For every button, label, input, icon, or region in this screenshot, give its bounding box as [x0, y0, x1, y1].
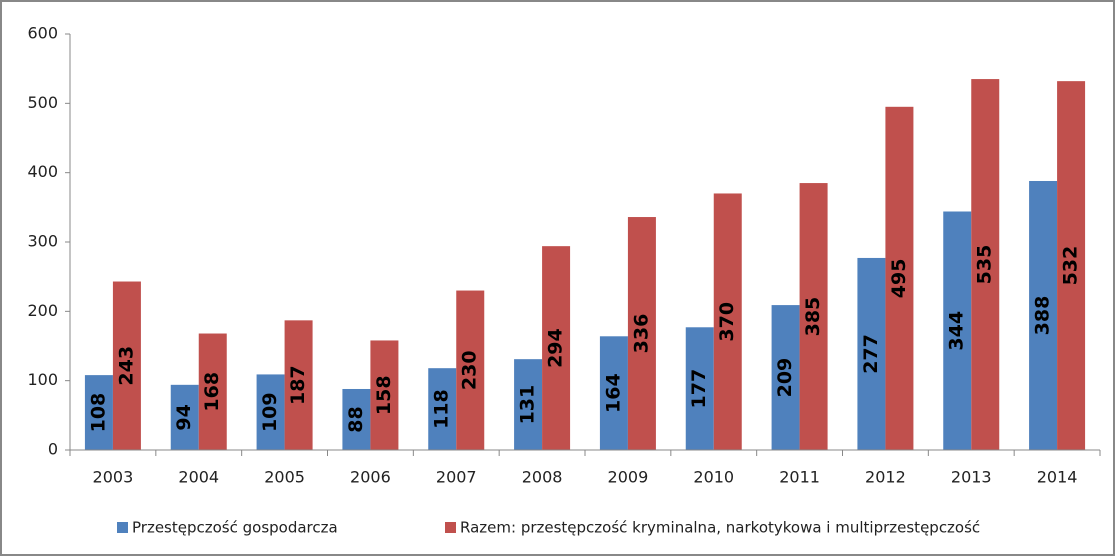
x-tick-label: 2011 — [779, 468, 820, 487]
data-label: 294 — [545, 328, 567, 368]
y-tick-label: 400 — [27, 162, 58, 181]
x-tick-label: 2009 — [608, 468, 649, 487]
bar — [885, 106, 914, 451]
x-tick-label: 2014 — [1037, 468, 1078, 487]
data-label: 230 — [459, 350, 481, 390]
x-tick-label: 2004 — [178, 468, 219, 487]
x-tick-label: 2010 — [693, 468, 734, 487]
data-label: 277 — [860, 334, 882, 374]
bar — [1029, 180, 1058, 450]
legend-swatch — [445, 522, 456, 533]
bar — [428, 368, 457, 450]
bar — [685, 327, 714, 450]
bar — [799, 183, 828, 451]
y-tick-label: 100 — [27, 370, 58, 389]
data-label: 388 — [1032, 296, 1054, 336]
bar — [1057, 81, 1086, 450]
data-label: 118 — [431, 389, 453, 429]
bar — [627, 217, 656, 450]
data-label: 336 — [630, 314, 652, 354]
bar — [256, 374, 285, 450]
data-label: 88 — [345, 406, 367, 432]
bar — [370, 340, 399, 450]
data-label: 535 — [974, 245, 996, 285]
data-label: 187 — [287, 365, 309, 405]
y-tick-label: 0 — [48, 440, 58, 459]
bar — [542, 246, 571, 450]
data-label: 108 — [87, 393, 109, 433]
data-label: 209 — [774, 358, 796, 398]
bar — [971, 79, 1000, 451]
data-label: 131 — [517, 385, 539, 425]
data-label: 109 — [259, 392, 281, 432]
bar — [84, 375, 113, 450]
x-tick-label: 2008 — [522, 468, 563, 487]
x-tick-label: 2013 — [951, 468, 992, 487]
bar — [857, 257, 886, 450]
data-label: 94 — [173, 404, 195, 430]
bar — [514, 359, 543, 450]
bar — [713, 193, 742, 450]
bar — [170, 384, 199, 450]
y-tick-label: 600 — [27, 24, 58, 43]
legend-swatch — [117, 522, 128, 533]
y-tick-label: 200 — [27, 301, 58, 320]
bar — [198, 333, 227, 450]
x-tick-label: 2007 — [436, 468, 477, 487]
data-label: 385 — [802, 297, 824, 337]
x-tick-label: 2006 — [350, 468, 391, 487]
data-label: 168 — [201, 372, 223, 412]
y-tick-label: 300 — [27, 232, 58, 251]
data-label: 344 — [946, 311, 968, 351]
data-label: 532 — [1060, 246, 1082, 286]
bar — [599, 336, 628, 450]
data-label: 243 — [115, 346, 137, 386]
legend-label: Razem: przestępczość kryminalna, narkoty… — [460, 519, 980, 537]
data-label: 158 — [373, 375, 395, 415]
data-label: 164 — [602, 373, 624, 413]
bar — [456, 290, 485, 450]
bar — [284, 320, 313, 450]
data-label: 495 — [888, 259, 910, 299]
bar — [771, 305, 800, 450]
legend-label: Przestępczość gospodarcza — [132, 519, 338, 537]
bar — [112, 281, 141, 450]
data-label: 177 — [688, 369, 710, 409]
x-tick-label: 2003 — [93, 468, 134, 487]
bar — [342, 388, 371, 450]
bar — [943, 211, 972, 450]
y-tick-label: 500 — [27, 93, 58, 112]
x-tick-label: 2012 — [865, 468, 906, 487]
data-label: 370 — [716, 302, 738, 342]
x-tick-label: 2005 — [264, 468, 305, 487]
